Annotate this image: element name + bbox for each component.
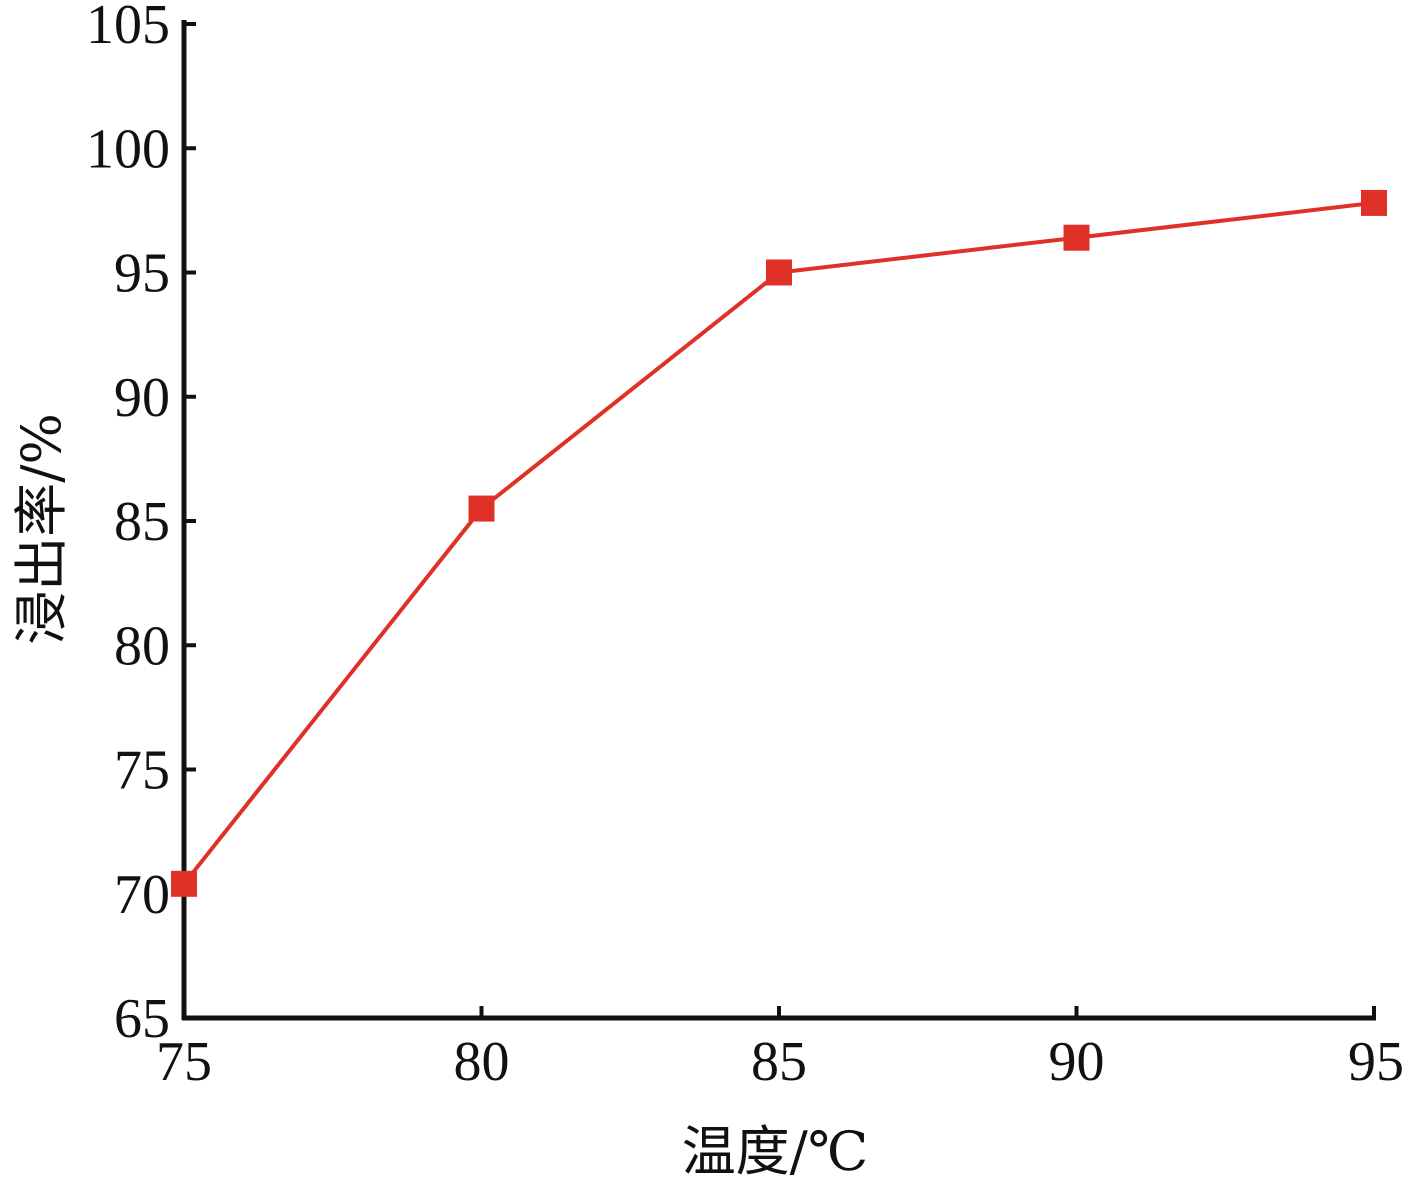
- y-tick-label: 90: [114, 367, 170, 429]
- data-point-marker: [468, 495, 495, 522]
- x-tick-label: 80: [454, 1031, 510, 1093]
- data-point-marker: [1063, 224, 1090, 251]
- y-tick-label: 70: [114, 864, 170, 926]
- data-point-marker: [171, 870, 197, 897]
- data-point-marker: [766, 259, 792, 286]
- y-tick-label: 105: [86, 0, 170, 56]
- axes: [181, 20, 1376, 1021]
- x-tick-label: 85: [751, 1031, 807, 1093]
- data-point-marker: [1361, 189, 1387, 216]
- y-ticks: 65 70 75 80 85 90 95 100 105: [86, 0, 196, 1050]
- y-tick-label: 80: [114, 615, 170, 677]
- y-axis-title: 浸出率/%: [10, 413, 73, 645]
- x-tick-label: 95: [1348, 1031, 1404, 1093]
- y-tick-label: 65: [114, 988, 170, 1050]
- y-tick-label: 100: [86, 118, 170, 180]
- y-tick-label: 95: [114, 243, 170, 305]
- y-tick-label: 85: [114, 491, 170, 553]
- series: [171, 189, 1387, 897]
- x-tick-label: 90: [1049, 1031, 1105, 1093]
- y-tick-label: 75: [114, 740, 170, 802]
- x-axis-title: 温度/℃: [682, 1120, 869, 1181]
- x-ticks: 75 80 85 90 95: [156, 1006, 1404, 1093]
- x-tick-label: 75: [156, 1031, 212, 1093]
- series-line: [182, 200, 1375, 886]
